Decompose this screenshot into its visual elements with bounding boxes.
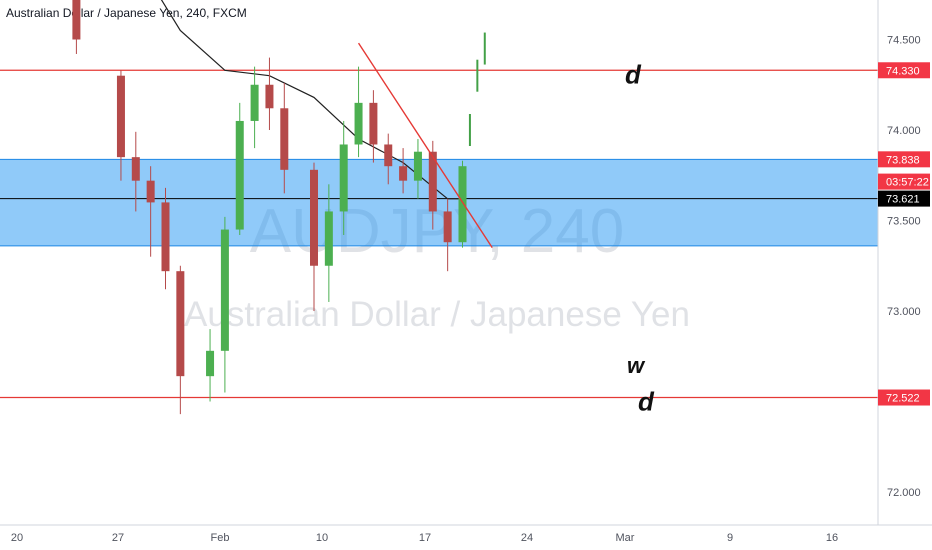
y-tick-label-5: 74.500 — [887, 35, 921, 47]
price-tag-zone-top-bg — [878, 151, 930, 168]
candle-body-14 — [220, 229, 229, 351]
x-tick-label-3: 10 — [316, 532, 328, 544]
zone-tag: w — [627, 353, 646, 378]
y-tick-label-0: 72.000 — [887, 487, 921, 499]
candle-body-7 — [72, 0, 81, 40]
candle-body-21 — [339, 144, 348, 212]
candle-body-25 — [399, 166, 408, 181]
price-tag-level-2-bg — [878, 389, 930, 406]
candle-body-29 — [458, 166, 467, 243]
x-tick-label-5: 24 — [521, 532, 533, 544]
x-tick-label-0: 20 — [11, 532, 23, 544]
price-tag-level-2: 72.522 — [886, 393, 920, 405]
x-tick-label-1: 27 — [112, 532, 124, 544]
candle-body-27 — [428, 151, 437, 212]
candle-body-26 — [413, 151, 422, 181]
watermark-description: Australian Dollar / Japanese Yen — [184, 295, 690, 334]
candle-body-11 — [161, 202, 170, 272]
candle-body-10 — [146, 180, 155, 203]
candle-body-13 — [206, 350, 215, 377]
projection-path — [468, 32, 486, 146]
x-tick-label-4: 17 — [419, 532, 431, 544]
candle-body-16 — [250, 84, 259, 121]
x-tick-label-7: 9 — [727, 532, 733, 544]
candle-body-20 — [324, 211, 333, 266]
trendline[interactable] — [357, 42, 493, 249]
x-tick-label-6: Mar — [616, 532, 635, 544]
y-tick-label-4: 74.000 — [887, 125, 921, 137]
candle-body-22 — [354, 102, 363, 145]
candles — [72, 0, 467, 415]
candle-body-12 — [176, 271, 185, 377]
candle-body-17 — [265, 84, 274, 109]
candle-body-18 — [280, 108, 289, 170]
candle-body-24 — [384, 144, 393, 167]
level-tag-1: d — [625, 59, 642, 89]
candle-body-15 — [235, 120, 244, 230]
price-tag-current-bg — [878, 190, 930, 207]
chart-title: Australian Dollar / Japanese Yen, 240, F… — [6, 6, 247, 20]
support-zone[interactable] — [0, 159, 878, 246]
candle-body-23 — [369, 102, 378, 145]
price-tag-countdown: 03:57:22 — [886, 177, 929, 189]
candle-body-28 — [443, 211, 452, 243]
price-tag-current: 73.621 — [886, 194, 920, 206]
y-tick-label-3: 73.500 — [887, 216, 921, 228]
candle-body-9 — [131, 157, 140, 181]
price-tag-level-1: 74.330 — [886, 65, 920, 77]
price-tag-countdown-bg — [878, 173, 930, 190]
candle-body-8 — [116, 75, 125, 158]
x-tick-label-2: Feb — [211, 532, 230, 544]
moving-average-line — [160, 0, 463, 200]
level-tag-2: d — [638, 387, 655, 417]
price-tag-zone-top: 73.838 — [886, 154, 920, 166]
candle-body-19 — [310, 169, 318, 266]
y-tick-label-2: 73.000 — [887, 306, 921, 318]
price-tag-level-1-bg — [878, 62, 930, 79]
x-tick-label-8: 16 — [826, 532, 838, 544]
